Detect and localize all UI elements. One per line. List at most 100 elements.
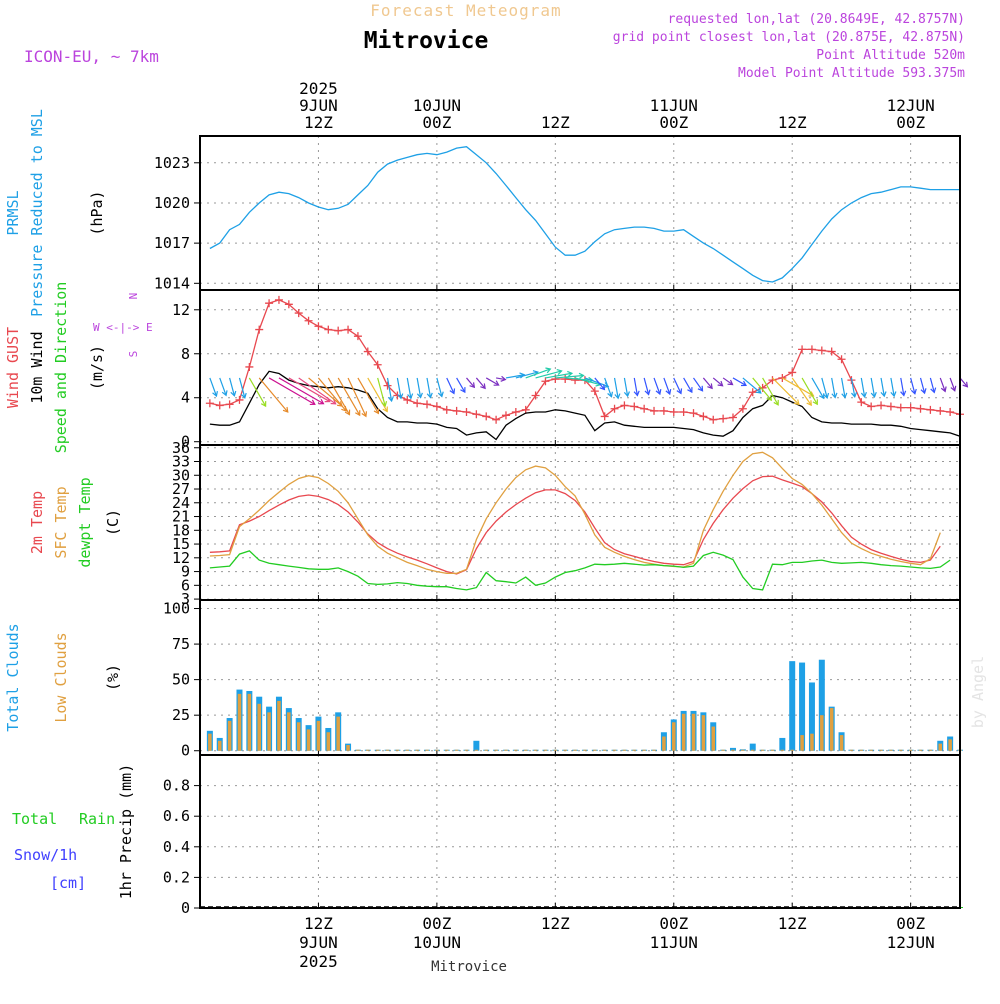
wind-arrow [308,377,343,407]
bar-low-clouds [721,749,725,751]
wind-arrowhead [599,384,606,391]
y-tick-label: 1023 [154,154,190,172]
wind-arrowhead [567,370,574,378]
gust-marker [817,346,826,355]
wind-arrowhead [755,388,762,394]
wind-arrowhead [812,399,818,406]
bar-low-clouds [484,749,488,751]
gust-marker [442,405,451,414]
bar-low-clouds [839,735,844,751]
bar-low-clouds [622,749,627,751]
wind-arrow [900,377,905,396]
wind-arrowhead [397,393,404,400]
axis-label: (hPa) [88,190,106,235]
bar-low-clouds [780,749,785,751]
y-tick-label: 15 [172,535,190,553]
axis-label: 10m Wind [28,331,46,403]
bar-low-clouds [810,733,814,751]
gust-marker [600,412,609,421]
wind-arrowhead [676,388,683,395]
y-tick-label: 9 [181,563,190,581]
wind-arrowhead [890,391,897,398]
grid-point-coords: grid point closest lon,lat (20.875E, 42.… [613,30,965,45]
wind-arrowhead [437,391,444,398]
requested-coords: requested lon,lat (20.8649E, 42.8757N) [668,12,965,27]
wind-arrowhead [644,389,651,396]
wind-arrow [811,377,825,399]
wind-arrowhead [707,383,713,390]
wind-arrow [762,377,779,406]
panel-wind: 0 4 8 12 Wind GUST 10m Wind Speed and Directio… [4,282,969,453]
axis-label: Pressure Reduced to MSL [28,109,46,317]
bottom-time-label: 00Z [659,914,688,933]
wind-arrowhead [808,391,815,397]
bar-low-clouds [356,749,360,751]
gust-marker [610,404,619,413]
y-tick-label: 12 [172,301,190,319]
bar-low-clouds [227,720,232,751]
bar-low-clouds [672,722,676,751]
page-title: Mitrovice [364,28,489,54]
top-time-label: 00Z [659,113,688,132]
wind-arrow [475,377,486,389]
wind-arrow [436,377,443,397]
wind-arrow [732,377,747,386]
bar-low-clouds [277,700,281,751]
gust-marker [561,375,570,384]
wind-arrow [683,377,693,393]
bar-low-clouds [217,740,222,751]
bar-low-clouds [494,749,498,751]
y-tick-label: 12 [172,549,190,567]
gust-marker [225,400,234,409]
gust-marker [235,395,244,404]
wind-arrow [209,377,218,397]
bar-low-clouds [938,743,943,751]
wind-arrow [919,377,926,394]
bar-low-clouds [800,735,804,751]
wind-arrowhead [361,411,368,418]
gust-marker [590,387,599,396]
bar-total-clouds [789,661,796,751]
bar-low-clouds [504,749,508,751]
wind-arrowhead [841,392,848,399]
gust-marker [284,300,293,309]
gust-marker [452,406,461,415]
wind-arrowhead [950,385,957,392]
wind-arrowhead [831,392,838,399]
wind-arrowhead [330,398,337,405]
super-title: Forecast Meteogram [370,1,561,20]
bottom-time-label: 12JUN [887,933,935,952]
y-tick-label: 25 [172,706,190,724]
gust-marker [699,412,708,421]
wind-arrowhead [614,393,621,400]
bottom-time-label: 12Z [304,914,333,933]
axis-label: 2m Temp [28,491,46,554]
gust-marker [886,402,895,411]
wind-arrowhead [556,369,563,375]
gust-marker [689,409,698,418]
gust-marker [383,381,392,390]
bar-low-clouds [770,749,775,751]
wind-arrowhead [717,380,724,387]
wind-arrow [327,377,350,415]
axis-label: (%) [104,664,122,691]
bottom-time-label: 2025 [299,952,338,971]
bar-low-clouds [425,749,429,751]
y-tick-label: 18 [172,521,190,539]
wind-arrow [505,374,525,379]
bottom-time-label: 12Z [778,914,807,933]
gust-marker [304,316,313,325]
gust-marker [896,403,905,412]
y-tick-label: 0.8 [163,777,190,795]
bar-low-clouds [899,749,903,751]
wind-arrow [712,377,723,387]
axis-label: PRMSL [4,190,22,235]
wind-arrowhead [416,392,423,399]
wind-arrow [495,377,506,381]
wind-arrowhead [387,396,394,403]
wind-arrowhead [962,381,969,388]
precip-legend-total: Total [12,810,57,828]
wind-arrow [860,377,866,397]
wind-arrowhead [212,390,218,398]
